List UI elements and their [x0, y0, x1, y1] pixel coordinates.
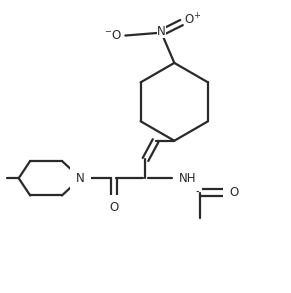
Text: O: O — [109, 200, 118, 214]
Text: $^{-}$O: $^{-}$O — [104, 29, 123, 42]
Text: N: N — [157, 25, 166, 38]
Text: NH: NH — [179, 172, 196, 185]
Text: N: N — [76, 172, 85, 185]
Text: O$^{+}$: O$^{+}$ — [184, 12, 202, 27]
Text: O: O — [229, 186, 238, 199]
